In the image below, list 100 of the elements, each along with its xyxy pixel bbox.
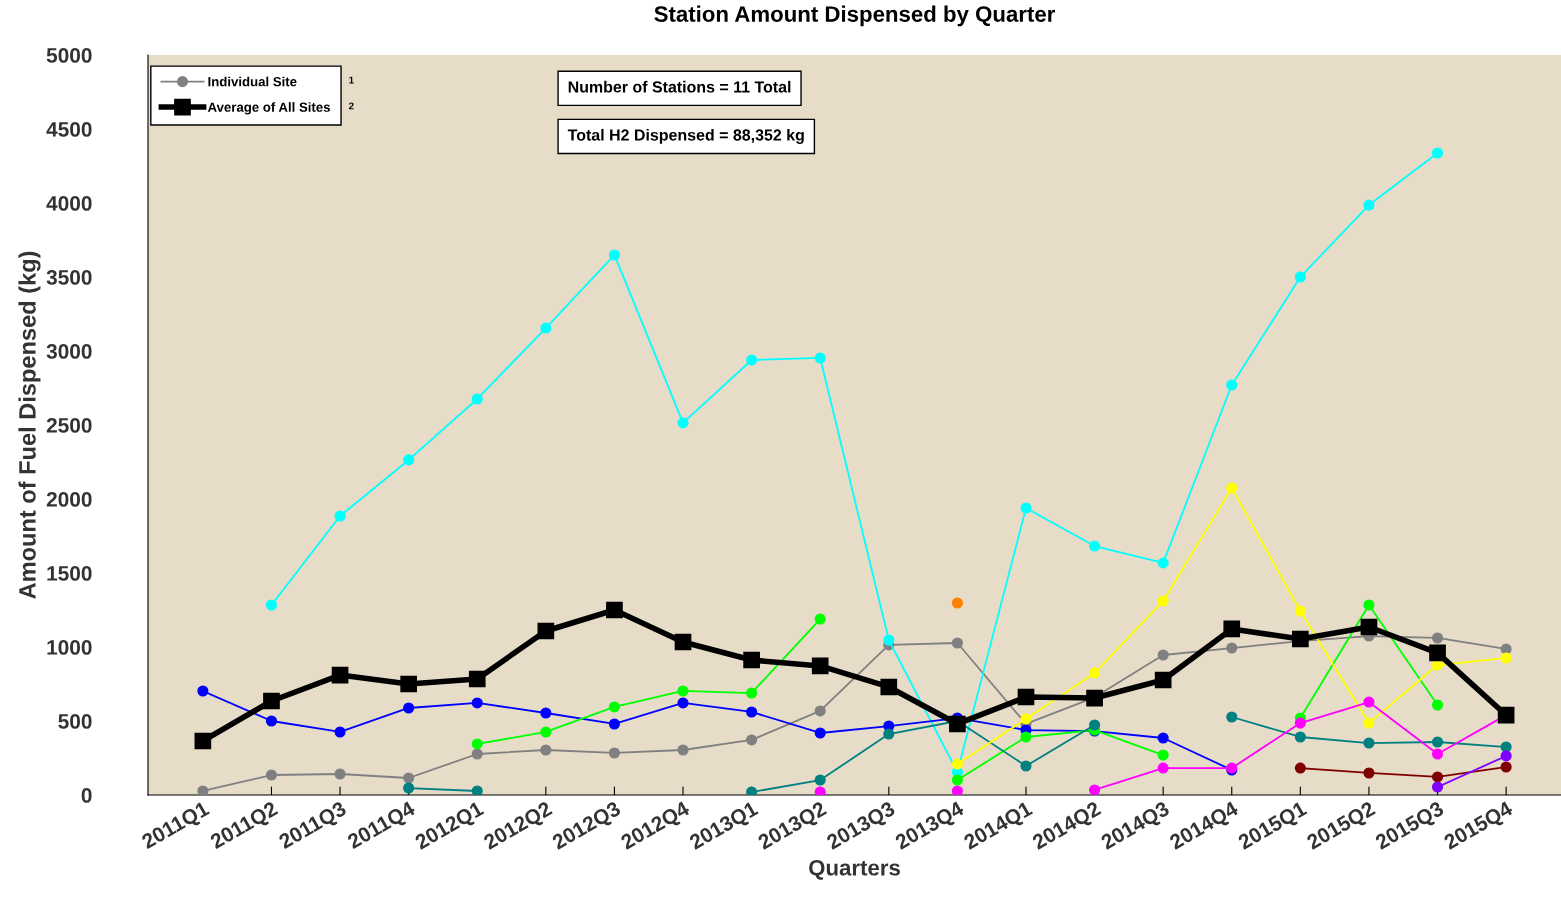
point	[331, 666, 349, 684]
point	[951, 597, 963, 609]
point	[608, 747, 620, 759]
point	[746, 786, 758, 795]
point	[471, 738, 483, 750]
point	[1226, 482, 1238, 494]
point	[1363, 199, 1375, 211]
point	[677, 685, 689, 697]
point	[1500, 750, 1512, 762]
point	[334, 768, 346, 780]
x-axis-title: Quarters	[809, 859, 900, 880]
point	[814, 786, 826, 795]
point	[1157, 749, 1169, 761]
point	[400, 675, 417, 693]
point	[951, 758, 963, 770]
point	[334, 510, 346, 522]
annotation: 1	[349, 76, 354, 84]
point	[951, 785, 963, 795]
point	[814, 727, 826, 739]
point	[403, 454, 415, 466]
point	[1020, 731, 1032, 743]
point	[951, 774, 963, 786]
point	[1431, 748, 1444, 760]
point	[674, 633, 692, 651]
point	[814, 705, 826, 717]
point	[811, 657, 829, 675]
y-tick-label: 3000	[46, 344, 92, 359]
point	[265, 769, 278, 781]
point	[608, 249, 620, 261]
point	[1223, 620, 1241, 638]
point	[1431, 147, 1444, 159]
point	[746, 706, 758, 718]
point	[1089, 667, 1101, 679]
point	[606, 601, 623, 619]
point	[1089, 540, 1101, 552]
point	[471, 697, 483, 709]
point	[746, 354, 758, 366]
point	[743, 651, 760, 669]
point	[540, 744, 552, 756]
point	[1363, 737, 1375, 749]
point	[1020, 502, 1032, 514]
point	[1017, 688, 1035, 706]
point	[1363, 767, 1375, 779]
point	[334, 726, 346, 738]
point	[1020, 760, 1032, 772]
y-tick-label: 1500	[47, 566, 92, 581]
point	[403, 702, 415, 714]
y-tick-label: 3500	[46, 270, 92, 285]
point	[1294, 731, 1306, 743]
point	[471, 785, 483, 795]
point	[1363, 696, 1375, 708]
point	[471, 748, 483, 760]
point	[1431, 632, 1444, 644]
point	[1157, 595, 1169, 607]
point	[1089, 719, 1101, 731]
point	[1500, 761, 1512, 773]
y-tick-label: 0	[81, 788, 92, 803]
point	[1157, 557, 1169, 569]
legend-label: Individual Site	[208, 76, 297, 87]
annotation: Number of Stations = 11 Total	[568, 80, 791, 93]
point	[537, 622, 555, 640]
point	[265, 599, 278, 611]
point	[403, 782, 415, 794]
y-tick-label: 500	[58, 714, 92, 729]
point	[1500, 652, 1512, 664]
point	[197, 685, 209, 697]
point	[1294, 717, 1306, 729]
point	[746, 734, 758, 746]
point	[1294, 605, 1306, 617]
point	[1226, 711, 1238, 723]
point	[1020, 713, 1032, 725]
point	[949, 715, 966, 733]
point	[1431, 771, 1444, 783]
chart-title: Station Amount Dispensed by Quarter	[654, 5, 1056, 27]
point	[1294, 762, 1306, 774]
y-tick-label: 5000	[46, 48, 92, 63]
point	[403, 772, 415, 784]
point	[1429, 644, 1446, 662]
point	[1294, 271, 1306, 283]
point	[608, 718, 620, 730]
point	[951, 637, 963, 649]
point	[677, 697, 689, 709]
y-axis-title: Amount of Fuel Dispensed (kg)	[18, 251, 41, 599]
point	[677, 417, 689, 429]
point	[1360, 618, 1378, 636]
point	[468, 670, 486, 688]
point	[814, 352, 826, 364]
y-tick-label: 4500	[46, 122, 92, 137]
point	[194, 732, 212, 750]
point	[1086, 689, 1103, 707]
point	[263, 692, 280, 710]
point	[1292, 630, 1309, 648]
point	[1157, 732, 1169, 744]
point	[1363, 599, 1375, 611]
point	[471, 393, 483, 405]
point	[1363, 717, 1375, 729]
point	[883, 728, 895, 740]
point	[880, 678, 898, 696]
point	[540, 322, 552, 334]
point	[540, 707, 552, 719]
